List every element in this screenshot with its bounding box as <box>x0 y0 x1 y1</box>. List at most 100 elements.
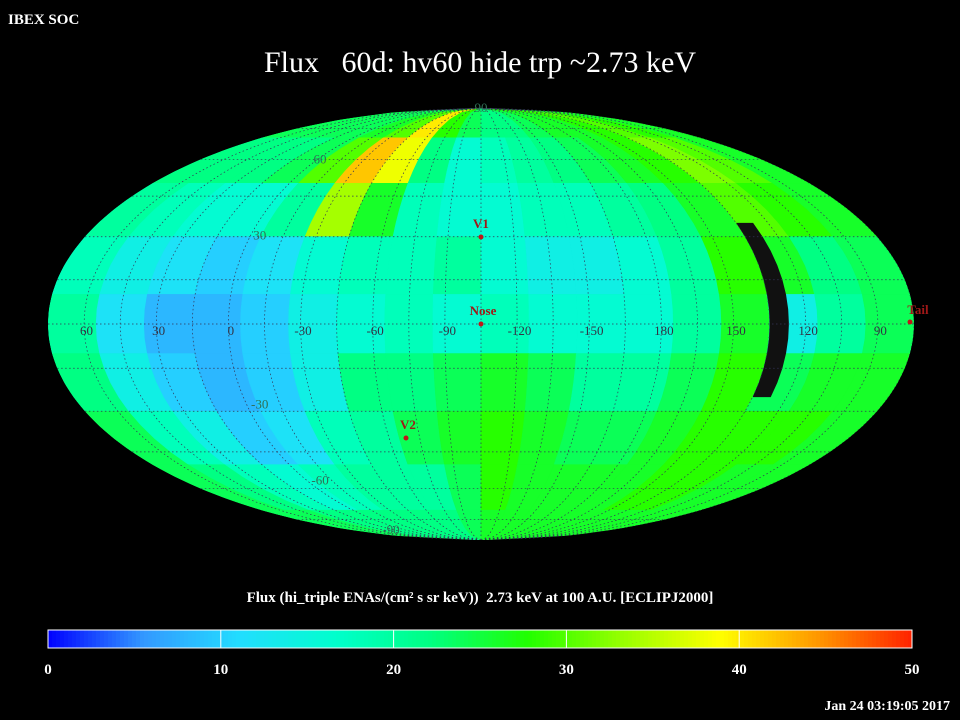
colorbar-swatch <box>876 630 881 648</box>
colorbar-swatch <box>520 630 525 648</box>
colorbar-swatch <box>160 630 165 648</box>
colorbar-swatch <box>104 630 109 648</box>
colorbar-swatch <box>196 630 201 648</box>
flux-cell <box>436 410 482 466</box>
colorbar-swatch <box>512 630 517 648</box>
colorbar-swatch <box>660 630 665 648</box>
colorbar-swatch <box>248 630 253 648</box>
colorbar-swatch <box>284 630 289 648</box>
colorbar-swatch <box>764 630 769 648</box>
marker-label: V2 <box>400 417 416 432</box>
colorbar-swatch <box>712 630 717 648</box>
colorbar-swatch <box>200 630 205 648</box>
colorbar-swatch <box>444 630 449 648</box>
colorbar-swatch <box>576 630 581 648</box>
colorbar-swatch <box>696 630 701 648</box>
colorbar-swatch <box>872 630 877 648</box>
colorbar-swatch <box>536 630 541 648</box>
colorbar-swatch <box>432 630 437 648</box>
colorbar-swatch <box>368 630 373 648</box>
colorbar-swatch <box>188 630 193 648</box>
colorbar-swatch <box>268 630 273 648</box>
colorbar-swatch <box>208 630 213 648</box>
colorbar-swatch <box>476 630 481 648</box>
colorbar-swatch <box>224 630 229 648</box>
marker-label: Tail <box>907 302 929 317</box>
colorbar-swatch <box>344 630 349 648</box>
colorbar-swatch <box>64 630 69 648</box>
colorbar-swatch <box>864 630 869 648</box>
colorbar-swatch <box>332 630 337 648</box>
colorbar-swatch <box>140 630 145 648</box>
colorbar-swatch <box>568 630 573 648</box>
colorbar-swatch <box>440 630 445 648</box>
colorbar-swatch <box>68 630 73 648</box>
colorbar-swatch <box>328 630 333 648</box>
colorbar-swatch <box>136 630 141 648</box>
longitude-label: -30 <box>294 323 311 338</box>
colorbar-swatch <box>452 630 457 648</box>
colorbar-swatch <box>120 630 125 648</box>
colorbar-swatch <box>220 630 225 648</box>
colorbar-swatch <box>904 630 909 648</box>
longitude-label: 150 <box>726 323 746 338</box>
meridian <box>480 108 807 540</box>
colorbar-swatch <box>404 630 409 648</box>
colorbar-swatch <box>260 630 265 648</box>
colorbar-swatch <box>552 630 557 648</box>
meridian <box>480 108 518 540</box>
colorbar-swatch <box>232 630 237 648</box>
colorbar-swatch <box>492 630 497 648</box>
colorbar-tick-label: 10 <box>213 662 228 678</box>
marker-dot <box>403 435 409 441</box>
colorbar-swatch <box>472 630 477 648</box>
colorbar-swatch <box>588 630 593 648</box>
colorbar-swatch <box>640 630 645 648</box>
colorbar-swatch <box>252 630 257 648</box>
colorbar-swatch <box>528 630 533 648</box>
colorbar-swatch <box>408 630 413 648</box>
colorbar-swatch <box>56 630 61 648</box>
colorbar-swatch <box>724 630 729 648</box>
colorbar-swatch <box>880 630 885 648</box>
meridian <box>372 108 482 540</box>
colorbar-swatch <box>604 630 609 648</box>
colorbar-swatch <box>620 630 625 648</box>
colorbar-swatch <box>384 630 389 648</box>
colorbar-swatch <box>184 630 189 648</box>
colorbar-swatch <box>92 630 97 648</box>
colorbar-tick-label: 20 <box>386 662 401 678</box>
colorbar-swatch <box>60 630 65 648</box>
colorbar-swatch <box>80 630 85 648</box>
colorbar-swatch <box>716 630 721 648</box>
colorbar-swatch <box>316 630 321 648</box>
colorbar-swatch <box>896 630 901 648</box>
colorbar-swatch <box>732 630 737 648</box>
colorbar-tick-label: 0 <box>44 662 52 678</box>
colorbar-swatch <box>700 630 705 648</box>
latitude-label: 60 <box>314 151 327 166</box>
colorbar-swatch <box>532 630 537 648</box>
colorbar-swatch <box>860 630 865 648</box>
colorbar-swatch <box>704 630 709 648</box>
colorbar-swatch <box>852 630 857 648</box>
colorbar-swatch <box>52 630 57 648</box>
longitude-label: -90 <box>439 323 456 338</box>
colorbar-swatch <box>768 630 773 648</box>
marker-dot <box>478 321 484 327</box>
colorbar-swatch <box>112 630 117 648</box>
colorbar-swatch <box>644 630 649 648</box>
colorbar-swatch <box>172 630 177 648</box>
colorbar-swatch <box>728 630 733 648</box>
colorbar-swatch <box>808 630 813 648</box>
colorbar-swatch <box>204 630 209 648</box>
latitude-label: 30 <box>253 227 266 242</box>
colorbar-swatch <box>820 630 825 648</box>
latitude-label: 90 <box>475 100 488 115</box>
marker-dot <box>478 234 484 240</box>
colorbar-swatch <box>436 630 441 648</box>
colorbar-swatch <box>572 630 577 648</box>
colorbar-swatch <box>108 630 113 648</box>
colorbar-swatch <box>124 630 129 648</box>
